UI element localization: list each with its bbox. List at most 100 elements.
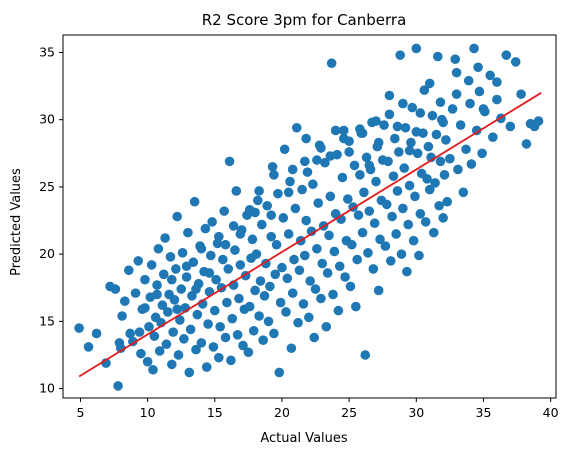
y-axis-label: Predicted Values [9, 168, 24, 276]
scatter-point [424, 184, 435, 195]
scatter-point [152, 289, 162, 300]
scatter-point [257, 219, 267, 230]
scatter-point [281, 307, 291, 317]
scatter-point [419, 85, 430, 95]
scatter-point [285, 176, 295, 187]
scatter-point [325, 151, 336, 161]
scatter-point [134, 327, 145, 337]
scatter-point [124, 265, 134, 276]
scatter-point [445, 153, 455, 164]
scatter-point [175, 315, 185, 325]
scatter-point [238, 340, 248, 351]
scatter-point [320, 157, 330, 168]
scatter-point [185, 324, 196, 335]
scatter-point [173, 350, 184, 360]
x-tick-label: 40 [543, 405, 559, 420]
y-tick-label: 35 [39, 44, 55, 59]
scatter-point [200, 223, 211, 234]
scatter-point [321, 321, 332, 332]
scatter-point [130, 288, 141, 298]
scatter-point [218, 254, 228, 265]
scatter-point [380, 241, 391, 251]
scatter-point [265, 281, 275, 292]
scatter-point [235, 260, 246, 270]
scatter-point [469, 43, 479, 54]
scatter-point [308, 179, 318, 190]
scatter-point [361, 152, 372, 163]
scatter-point [363, 248, 373, 258]
scatter-point [309, 332, 320, 343]
scatter-point [492, 94, 502, 105]
y-tick-label: 30 [39, 112, 55, 127]
scatter-point [415, 209, 426, 219]
scatter-point [317, 258, 328, 269]
scatter-point [283, 229, 294, 239]
scatter-point [407, 102, 418, 113]
scatter-point [203, 319, 213, 329]
scatter-point [412, 148, 423, 159]
scatter-point [424, 78, 435, 89]
scatter-point [351, 301, 361, 312]
scatter-point [316, 143, 326, 153]
scatter-point [191, 284, 201, 294]
scatter-point [364, 206, 375, 216]
scatter-point [381, 199, 392, 210]
scatter-point [312, 155, 322, 165]
scatter-point [403, 219, 414, 230]
scatter-point [204, 268, 215, 278]
scatter-point [113, 381, 123, 391]
scatter-point [278, 213, 289, 223]
scatter-point [510, 57, 521, 67]
scatter-point [214, 231, 224, 242]
scatter-point [402, 266, 412, 277]
scatter-point [347, 239, 357, 250]
scatter-point [399, 163, 410, 173]
scatter-point [458, 187, 469, 198]
scatter-point [411, 127, 422, 137]
scatter-point [427, 110, 438, 121]
scatter-point [220, 332, 231, 343]
scatter-point [169, 295, 180, 305]
scatter-point [396, 249, 407, 259]
scatter-point [306, 226, 317, 237]
scatter-point [379, 120, 389, 130]
scatter-point [125, 328, 135, 339]
scatter-point [270, 269, 281, 280]
scatter-point [298, 299, 309, 309]
scatter-point [91, 328, 102, 339]
scatter-point [453, 164, 463, 175]
scatter-point [337, 172, 348, 183]
scatter-point [250, 285, 260, 296]
scatter-point [326, 58, 337, 69]
scatter-point [383, 156, 393, 167]
scatter-point [364, 160, 375, 171]
scatter-point [287, 164, 298, 175]
scatter-point [328, 289, 338, 300]
scatter-point [338, 133, 349, 144]
scatter-point [392, 186, 403, 196]
scatter-point [492, 77, 502, 87]
scatter-point [442, 196, 452, 207]
scatter-point [299, 250, 310, 261]
x-tick-label: 5 [76, 405, 84, 420]
scatter-point [357, 128, 368, 138]
scatter-point [161, 339, 172, 350]
scatter-point [359, 187, 369, 198]
scatter-point [162, 307, 173, 317]
scatter-point [410, 191, 420, 202]
scatter-point [447, 104, 458, 114]
scatter-point [227, 313, 238, 324]
scatter-point [533, 116, 544, 126]
scatter-point [205, 250, 216, 261]
scatter-point [322, 268, 333, 278]
scatter-point [302, 167, 313, 177]
scatter-point [167, 359, 177, 370]
scatter-point [294, 265, 305, 276]
scatter-point [404, 180, 415, 191]
scatter-point [477, 148, 487, 159]
scatter-point [287, 288, 298, 298]
scatter-point [232, 330, 243, 340]
scatter-point [435, 156, 446, 167]
